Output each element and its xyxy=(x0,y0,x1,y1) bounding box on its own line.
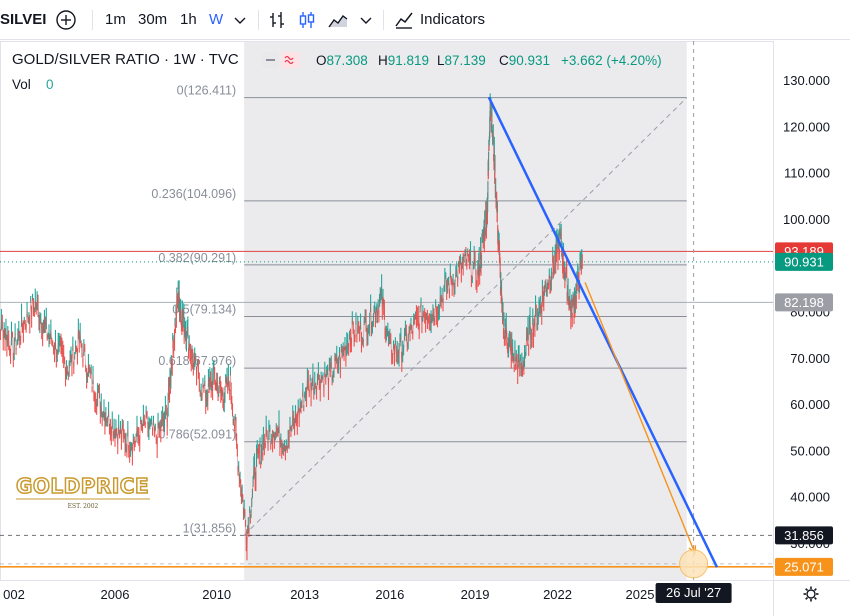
volume-label: Vol xyxy=(12,77,31,92)
legend-title: GOLD/SILVER RATIO · 1W · TVC xyxy=(12,51,239,68)
target-circle xyxy=(679,549,709,579)
ohlc-change: +3.662 (+4.20%) xyxy=(561,53,662,68)
candles-icon[interactable] xyxy=(296,9,318,31)
goldprice-logo: GOLDPRICE EST. 2002 xyxy=(15,473,150,510)
x-tick-label: 2019 xyxy=(461,587,490,602)
logo-text: GOLDPRICE xyxy=(16,474,149,498)
ohlc-high: H91.819 xyxy=(378,53,430,68)
y-tick-label: 40.000 xyxy=(790,490,830,505)
chart-legend: GOLD/SILVER RATIO · 1W · TVC xyxy=(12,51,239,71)
fib-zone xyxy=(244,41,687,580)
x-tick-label: 2025 xyxy=(626,587,655,602)
chart-canvas[interactable]: 0(126.411) 0.236(104.096) 0.382(90.291) 0.5… xyxy=(0,41,850,616)
symbol-search[interactable]: SILVEI xyxy=(0,11,47,28)
fib-level-label: 0.786(52.091) xyxy=(158,428,236,442)
fib-level-label: 0.5(79.134) xyxy=(172,303,236,317)
fib-level-label: 0.382(90.291) xyxy=(158,251,236,265)
x-tick-label: 2010 xyxy=(202,587,231,602)
chart-pane[interactable]: 0(126.411) 0.236(104.096) 0.382(90.291) 0.5… xyxy=(0,41,850,616)
interval-30m[interactable]: 30m xyxy=(138,11,168,28)
ohlc-low: L87.139 xyxy=(437,53,486,68)
dashed-diagonal xyxy=(243,97,688,536)
price-tag xyxy=(775,526,833,545)
toolbar-divider xyxy=(383,10,384,30)
add-symbol-icon[interactable] xyxy=(55,9,77,31)
price-tag-label: 82.198 xyxy=(784,295,824,310)
price-series xyxy=(0,93,583,561)
price-tag xyxy=(775,557,833,576)
projection-arrow xyxy=(584,282,696,554)
price-tag-label: 90.931 xyxy=(784,254,824,269)
interval-1m[interactable]: 1m xyxy=(105,11,126,28)
crosshair-date-label: 26 Jul '27 xyxy=(666,585,721,600)
settings-gear-icon[interactable] xyxy=(803,586,819,602)
legend-actions[interactable] xyxy=(262,52,300,68)
price-tag-label: 31.856 xyxy=(784,528,824,543)
top-toolbar: SILVEI 1m 30m 1h W Indicators xyxy=(0,0,850,40)
toolbar-divider xyxy=(258,10,259,30)
price-tag xyxy=(775,293,833,312)
price-tag xyxy=(775,252,833,271)
y-tick-label: 100.000 xyxy=(783,212,830,227)
interval-1h[interactable]: 1h xyxy=(180,11,197,28)
y-tick-label: 50.000 xyxy=(790,443,830,458)
y-tick-label: 60.000 xyxy=(790,397,830,412)
volume-value: 0 xyxy=(46,77,54,92)
x-tick-label: 002 xyxy=(3,587,25,602)
fib-level-label: 0(126.411) xyxy=(177,84,237,98)
x-tick-label: 2006 xyxy=(101,587,130,602)
y-tick-label: 110.000 xyxy=(784,166,830,181)
y-tick-label: 70.000 xyxy=(790,351,830,366)
price-line xyxy=(0,102,583,549)
toolbar-divider xyxy=(92,10,93,30)
area-chart-icon[interactable] xyxy=(327,9,349,31)
x-tick-label: 2022 xyxy=(543,587,572,602)
interval-w[interactable]: W xyxy=(209,11,224,28)
ohlc-close: C90.931 xyxy=(499,53,551,68)
logo-tagline: EST. 2002 xyxy=(68,503,99,510)
chevron-down-icon[interactable] xyxy=(229,9,251,31)
ohlc-open: O87.308 xyxy=(316,53,368,68)
crosshair-date-tag xyxy=(655,583,732,603)
fib-level-label: 1(31.856) xyxy=(183,521,237,535)
x-tick-label: 2016 xyxy=(375,587,404,602)
indicators-icon[interactable] xyxy=(393,9,415,31)
y-tick-label: 130.000 xyxy=(783,73,830,88)
price-tag-label: 25.071 xyxy=(784,559,824,574)
bar-chart-icon[interactable] xyxy=(266,9,288,31)
y-tick-label: 120.000 xyxy=(783,119,830,134)
indicators-button[interactable]: Indicators xyxy=(420,11,486,28)
trendline xyxy=(487,96,719,568)
chevron-down-icon[interactable] xyxy=(355,9,377,31)
x-tick-label: 2013 xyxy=(290,587,319,602)
fib-level-label: 0.236(104.096) xyxy=(151,187,236,201)
